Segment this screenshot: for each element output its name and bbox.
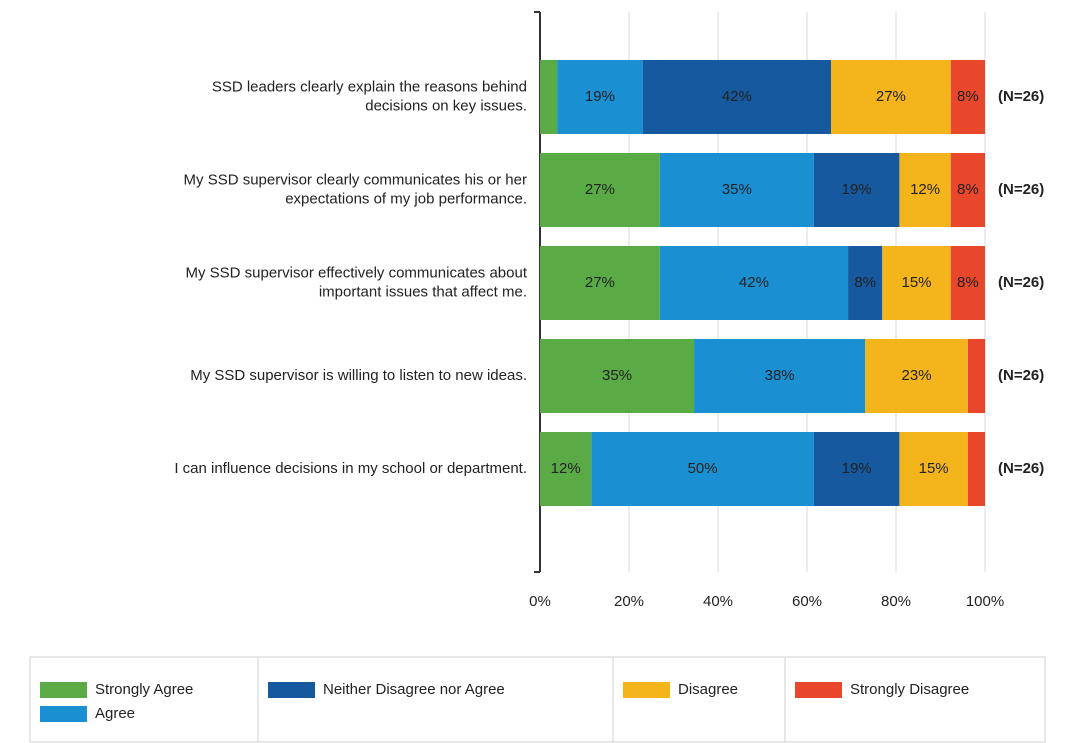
bar-segment: [830, 60, 951, 134]
annotation: (N=26): [998, 460, 1044, 477]
data-label: 8%: [957, 181, 979, 198]
bar-segment: [540, 432, 592, 506]
annotation: (N=26): [998, 181, 1044, 198]
x-tick-label: 80%: [881, 593, 911, 610]
bar-segment: [813, 432, 900, 506]
category-label: My SSD supervisor clearly communicates h…: [184, 171, 527, 188]
data-label: 19%: [585, 88, 615, 105]
legend-box: [29, 656, 1046, 743]
category-label: I can influence decisions in my school o…: [174, 460, 527, 477]
x-tick-label: 60%: [792, 593, 822, 610]
data-label: 12%: [551, 460, 581, 477]
bar-segment: [865, 339, 968, 413]
bar-segment: [659, 246, 849, 320]
bar-segment: [540, 60, 558, 134]
legend-swatch: [795, 682, 842, 698]
category-label: My SSD supervisor is willing to listen t…: [190, 367, 527, 384]
data-label: 35%: [722, 181, 752, 198]
data-label: 8%: [957, 274, 979, 291]
data-label: 27%: [585, 181, 615, 198]
category-label: SSD leaders clearly explain the reasons …: [212, 78, 527, 95]
legend-label: Strongly Disagree: [850, 681, 969, 698]
data-label: 19%: [842, 181, 872, 198]
data-label: 8%: [957, 88, 979, 105]
annotation: (N=26): [998, 88, 1044, 105]
data-label: 50%: [688, 460, 718, 477]
bar-segment: [848, 246, 883, 320]
data-label: 12%: [910, 181, 940, 198]
bar-segment: [882, 246, 951, 320]
bar-segment: [967, 432, 985, 506]
legend-swatch: [40, 706, 87, 722]
data-label: 42%: [722, 88, 752, 105]
data-label: 35%: [602, 367, 632, 384]
annotation: (N=26): [998, 367, 1044, 384]
category-label: My SSD supervisor effectively communicat…: [185, 264, 527, 281]
category-label: decisions on key issues.: [365, 97, 527, 114]
category-label: important issues that affect me.: [319, 283, 527, 300]
category-label: expectations of my job performance.: [285, 190, 527, 207]
data-label: 15%: [901, 274, 931, 291]
bar-segment: [591, 432, 814, 506]
bar-segment: [950, 153, 985, 227]
bar-segment: [540, 153, 660, 227]
bar-segment: [899, 153, 951, 227]
data-label: 15%: [919, 460, 949, 477]
legend-swatch: [268, 682, 315, 698]
legend-label: Disagree: [678, 681, 738, 698]
bar-segment: [540, 246, 660, 320]
data-label: 8%: [854, 274, 876, 291]
x-tick-label: 0%: [529, 593, 551, 610]
data-label: 38%: [765, 367, 795, 384]
annotation: (N=26): [998, 274, 1044, 291]
bar-segment: [967, 339, 986, 413]
bar-segment: [950, 246, 985, 320]
legend-label: Neither Disagree nor Agree: [323, 681, 505, 698]
x-tick-label: 20%: [614, 593, 644, 610]
data-label: 42%: [739, 274, 769, 291]
x-tick-label: 40%: [703, 593, 733, 610]
data-label: 23%: [902, 367, 932, 384]
legend-swatch: [623, 682, 670, 698]
bar-segment: [694, 339, 866, 413]
bar-segment: [950, 60, 985, 134]
bar-segment: [642, 60, 831, 134]
legend-label: Agree: [95, 705, 135, 722]
data-label: 27%: [585, 274, 615, 291]
bar-segment: [899, 432, 968, 506]
bar-segment: [813, 153, 900, 227]
data-label: 19%: [842, 460, 872, 477]
bar-segment: [659, 153, 814, 227]
x-tick-label: 100%: [966, 593, 1004, 610]
data-label: 27%: [876, 88, 906, 105]
bar-segment: [557, 60, 643, 134]
bar-segment: [540, 339, 695, 413]
legend-swatch: [40, 682, 87, 698]
legend-label: Strongly Agree: [95, 681, 193, 698]
